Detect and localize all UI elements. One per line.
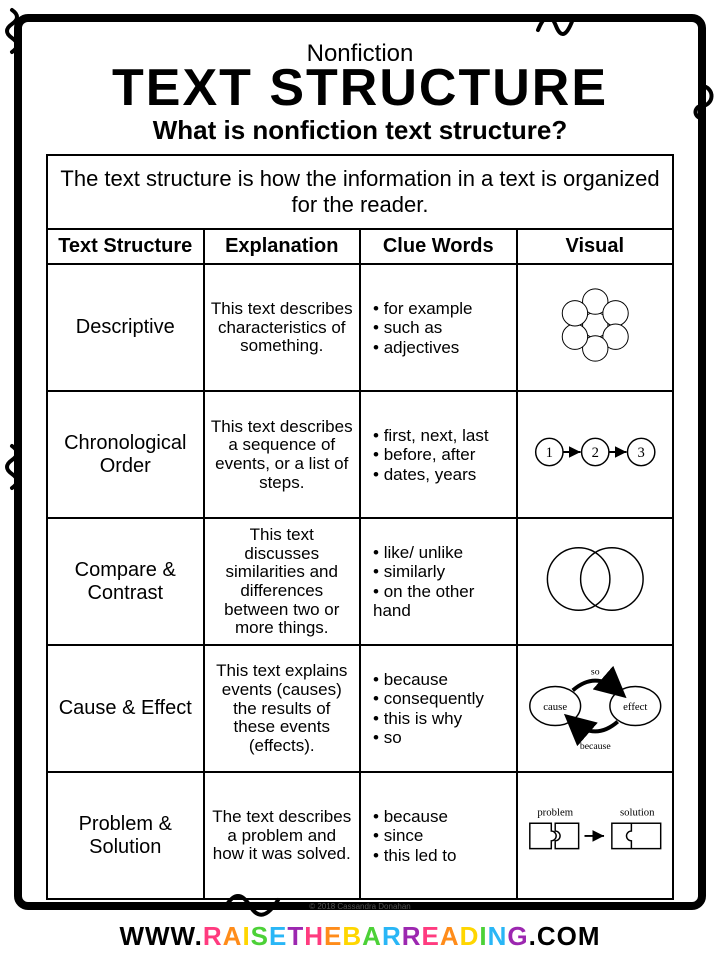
footer-letter: R [402, 921, 422, 951]
footer-letter: G [507, 921, 528, 951]
visual-diagram [517, 518, 674, 645]
clue-item: similarly [373, 562, 510, 582]
structure-name: Descriptive [47, 264, 204, 391]
clue-list: like/ unlikesimilarlyon the other hand [360, 518, 517, 645]
clue-item: first, next, last [373, 426, 510, 446]
svg-text:3: 3 [637, 445, 644, 461]
table-header-row: Text Structure Explanation Clue Words Vi… [47, 229, 673, 264]
footer-letter: E [422, 921, 440, 951]
col-header-visual: Visual [517, 229, 674, 264]
intro-row: The text structure is how the informatio… [47, 155, 673, 229]
footer-letter: E [324, 921, 342, 951]
svg-text:1: 1 [545, 445, 552, 461]
col-header-explanation: Explanation [204, 229, 361, 264]
clue-item: because [373, 807, 510, 827]
clue-item: because [373, 670, 510, 690]
clue-item: this is why [373, 709, 510, 729]
visual-diagram: cause effect so because [517, 645, 674, 772]
page-title: TEXT STRUCTURE [46, 64, 674, 113]
clue-list: first, next, lastbefore, afterdates, yea… [360, 391, 517, 518]
clue-item: adjectives [373, 338, 510, 358]
footer-colored: RAISETHEBARREADING [203, 921, 529, 951]
col-header-structure: Text Structure [47, 229, 204, 264]
clue-item: consequently [373, 689, 510, 709]
intro-text: The text structure is how the informatio… [47, 155, 673, 229]
table-row: DescriptiveThis text describes character… [47, 264, 673, 391]
table-row: Compare & ContrastThis text discusses si… [47, 518, 673, 645]
table-row: Cause & EffectThis text explains events … [47, 645, 673, 772]
footer-post: .COM [529, 921, 601, 951]
footer-letter: I [242, 921, 250, 951]
visual-diagram [517, 264, 674, 391]
copyright-text: © 2018 Cassandra Donahan [46, 902, 674, 911]
col-header-clue: Clue Words [360, 229, 517, 264]
structure-name: Compare & Contrast [47, 518, 204, 645]
page-subtitle: What is nonfiction text structure? [46, 115, 674, 146]
clue-item: since [373, 826, 510, 846]
clue-list: becauseconsequentlythis is whyso [360, 645, 517, 772]
svg-text:effect: effect [623, 701, 647, 713]
footer-url: WWW.RAISETHEBARREADING.COM [0, 921, 720, 952]
visual-diagram: 1 2 3 [517, 391, 674, 518]
footer-letter: A [362, 921, 382, 951]
table-row: Problem & SolutionThe text describes a p… [47, 772, 673, 899]
footer-letter: N [488, 921, 508, 951]
footer-letter: A [440, 921, 460, 951]
squiggle-icon [0, 442, 24, 502]
explanation-text: This text describes a sequence of events… [204, 391, 361, 518]
clue-list: for examplesuch asadjectives [360, 264, 517, 391]
clue-item: before, after [373, 445, 510, 465]
footer-letter: A [223, 921, 243, 951]
explanation-text: This text describes characteristics of s… [204, 264, 361, 391]
explanation-text: The text describes a problem and how it … [204, 772, 361, 899]
visual-diagram: problem solution [517, 772, 674, 899]
clue-item: this led to [373, 846, 510, 866]
structure-table: The text structure is how the informatio… [46, 154, 674, 900]
footer-letter: S [251, 921, 269, 951]
squiggle-icon [0, 6, 26, 66]
footer-letter: I [479, 921, 487, 951]
clue-item: for example [373, 299, 510, 319]
svg-text:solution: solution [619, 807, 654, 819]
svg-text:so: so [590, 667, 599, 678]
page-frame: Nonfiction TEXT STRUCTURE What is nonfic… [14, 14, 706, 910]
structure-name: Chronological Order [47, 391, 204, 518]
clue-list: becausesincethis led to [360, 772, 517, 899]
svg-text:because: because [579, 741, 610, 752]
explanation-text: This text discusses similarities and dif… [204, 518, 361, 645]
structure-name: Cause & Effect [47, 645, 204, 772]
footer-letter: D [460, 921, 480, 951]
svg-text:2: 2 [591, 445, 598, 461]
clue-item: like/ unlike [373, 543, 510, 563]
footer-letter: B [342, 921, 362, 951]
clue-item: on the other hand [373, 582, 510, 621]
footer-letter: H [304, 921, 324, 951]
footer-letter: E [269, 921, 287, 951]
footer-pre: WWW. [119, 921, 202, 951]
footer-letter: T [287, 921, 304, 951]
footer-letter: R [382, 921, 402, 951]
scribble-icon [534, 8, 578, 38]
swirl-icon [688, 82, 718, 132]
clue-item: so [373, 728, 510, 748]
svg-text:cause: cause [543, 701, 567, 713]
clue-item: such as [373, 318, 510, 338]
structure-name: Problem & Solution [47, 772, 204, 899]
table-row: Chronological OrderThis text describes a… [47, 391, 673, 518]
svg-text:problem: problem [537, 807, 573, 819]
explanation-text: This text explains events (causes) the r… [204, 645, 361, 772]
footer-letter: R [203, 921, 223, 951]
clue-item: dates, years [373, 465, 510, 485]
